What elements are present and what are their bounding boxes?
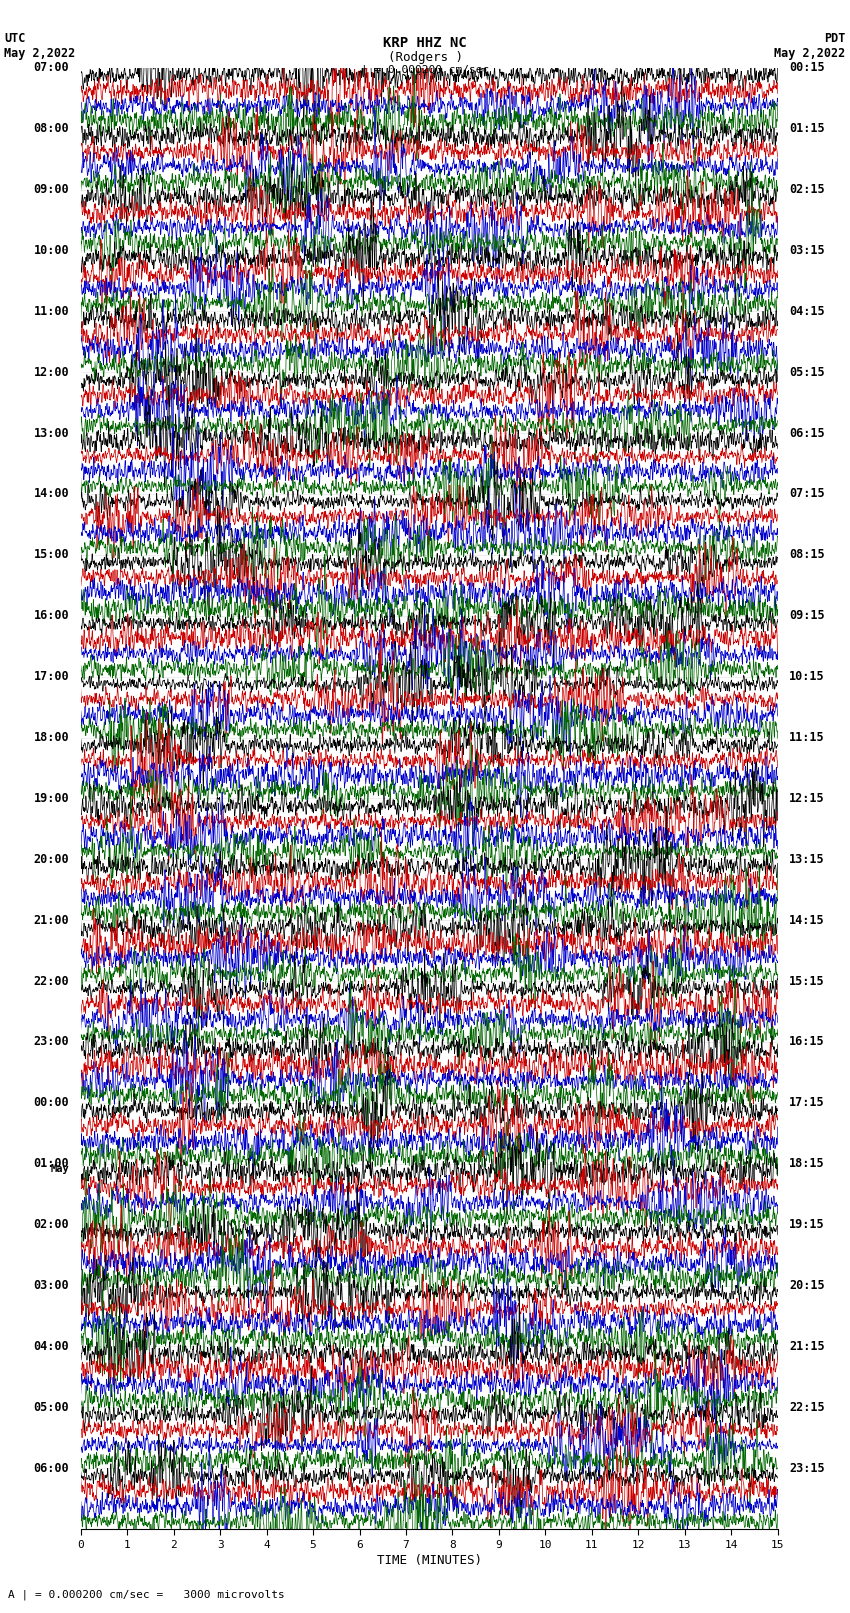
Text: | = 0.000200 cm/sec: | = 0.000200 cm/sec — [361, 65, 489, 76]
Text: 11:00: 11:00 — [33, 305, 69, 318]
Text: 20:15: 20:15 — [790, 1279, 825, 1292]
Text: 19:00: 19:00 — [33, 792, 69, 805]
Text: 12:00: 12:00 — [33, 366, 69, 379]
Text: 09:15: 09:15 — [790, 610, 825, 623]
Text: 05:15: 05:15 — [790, 366, 825, 379]
Text: 21:00: 21:00 — [33, 913, 69, 927]
Text: 16:00: 16:00 — [33, 610, 69, 623]
Text: (Rodgers ): (Rodgers ) — [388, 50, 462, 65]
Text: 08:00: 08:00 — [33, 123, 69, 135]
Text: 20:00: 20:00 — [33, 853, 69, 866]
Text: 15:00: 15:00 — [33, 548, 69, 561]
Text: 00:15: 00:15 — [790, 61, 825, 74]
Text: 03:15: 03:15 — [790, 244, 825, 256]
Text: 06:15: 06:15 — [790, 426, 825, 440]
Text: 19:15: 19:15 — [790, 1218, 825, 1231]
Text: 01:15: 01:15 — [790, 123, 825, 135]
Text: 03:00: 03:00 — [33, 1279, 69, 1292]
Text: 08:15: 08:15 — [790, 548, 825, 561]
Text: 00:00: 00:00 — [33, 1097, 69, 1110]
Text: 18:15: 18:15 — [790, 1157, 825, 1171]
Text: KRP HHZ NC: KRP HHZ NC — [383, 37, 467, 50]
Text: PDT: PDT — [824, 32, 846, 45]
Text: 01:00: 01:00 — [33, 1157, 69, 1171]
Text: 02:15: 02:15 — [790, 182, 825, 197]
Text: 11:15: 11:15 — [790, 731, 825, 744]
Text: 10:00: 10:00 — [33, 244, 69, 256]
Text: 15:15: 15:15 — [790, 974, 825, 987]
Text: 18:00: 18:00 — [33, 731, 69, 744]
Text: 14:00: 14:00 — [33, 487, 69, 500]
Text: 14:15: 14:15 — [790, 913, 825, 927]
Text: 23:00: 23:00 — [33, 1036, 69, 1048]
Text: 07:15: 07:15 — [790, 487, 825, 500]
Text: May 2,2022: May 2,2022 — [774, 47, 846, 60]
X-axis label: TIME (MINUTES): TIME (MINUTES) — [377, 1553, 482, 1566]
Text: 16:15: 16:15 — [790, 1036, 825, 1048]
Text: 07:00: 07:00 — [33, 61, 69, 74]
Text: 02:00: 02:00 — [33, 1218, 69, 1231]
Text: 04:00: 04:00 — [33, 1340, 69, 1353]
Text: May: May — [50, 1165, 69, 1174]
Text: UTC: UTC — [4, 32, 26, 45]
Text: 17:15: 17:15 — [790, 1097, 825, 1110]
Text: 13:00: 13:00 — [33, 426, 69, 440]
Text: 22:15: 22:15 — [790, 1400, 825, 1415]
Text: 09:00: 09:00 — [33, 182, 69, 197]
Text: 17:00: 17:00 — [33, 669, 69, 684]
Text: 21:15: 21:15 — [790, 1340, 825, 1353]
Text: 13:15: 13:15 — [790, 853, 825, 866]
Text: May 2,2022: May 2,2022 — [4, 47, 76, 60]
Text: 10:15: 10:15 — [790, 669, 825, 684]
Text: 05:00: 05:00 — [33, 1400, 69, 1415]
Text: 04:15: 04:15 — [790, 305, 825, 318]
Text: 23:15: 23:15 — [790, 1461, 825, 1474]
Text: 22:00: 22:00 — [33, 974, 69, 987]
Text: 06:00: 06:00 — [33, 1461, 69, 1474]
Text: A | = 0.000200 cm/sec =   3000 microvolts: A | = 0.000200 cm/sec = 3000 microvolts — [8, 1589, 286, 1600]
Text: 12:15: 12:15 — [790, 792, 825, 805]
